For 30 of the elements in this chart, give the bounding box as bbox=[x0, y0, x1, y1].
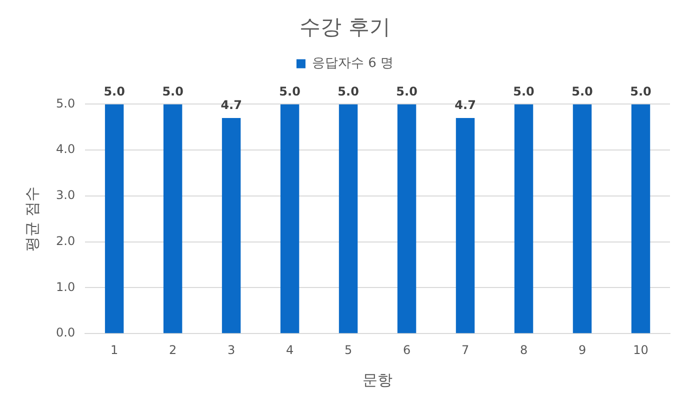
x-tick-label: 3 bbox=[227, 342, 236, 357]
data-label: 5.0 bbox=[338, 84, 359, 98]
x-tick-label: 2 bbox=[169, 342, 177, 357]
x-tick-label: 7 bbox=[461, 342, 470, 357]
x-tick-label: 5 bbox=[344, 342, 352, 357]
data-label: 5.0 bbox=[162, 84, 184, 98]
y-axis-title: 평균 점수 bbox=[22, 186, 41, 252]
x-tick-label: 8 bbox=[520, 342, 528, 357]
data-label: 4.7 bbox=[454, 98, 476, 112]
data-label: 5.0 bbox=[513, 84, 534, 98]
y-tick-label: 1.0 bbox=[56, 280, 76, 294]
y-tick-label: 2.0 bbox=[56, 234, 76, 248]
data-label: 5.0 bbox=[630, 84, 652, 98]
data-label: 4.7 bbox=[220, 98, 242, 112]
data-label: 5.0 bbox=[396, 84, 418, 98]
data-label: 5.0 bbox=[279, 84, 300, 98]
y-tick-label: 3.0 bbox=[56, 188, 76, 202]
chart-title: 수강 후기 bbox=[300, 15, 390, 40]
data-label: 5.0 bbox=[104, 84, 125, 98]
x-axis-title: 문항 bbox=[362, 370, 393, 389]
y-tick-label: 4.0 bbox=[56, 142, 76, 156]
data-label: 5.0 bbox=[572, 84, 593, 98]
x-tick-label: 1 bbox=[110, 342, 118, 357]
x-tick-label: 10 bbox=[633, 342, 648, 357]
x-tick-label: 4 bbox=[286, 342, 294, 357]
legend-label: 응답자수 6 명 bbox=[312, 56, 394, 72]
x-tick-label: 6 bbox=[402, 342, 411, 357]
x-tick-label: 9 bbox=[578, 342, 586, 357]
y-tick-label: 0.0 bbox=[56, 326, 76, 340]
y-tick-label: 5.0 bbox=[56, 96, 76, 110]
